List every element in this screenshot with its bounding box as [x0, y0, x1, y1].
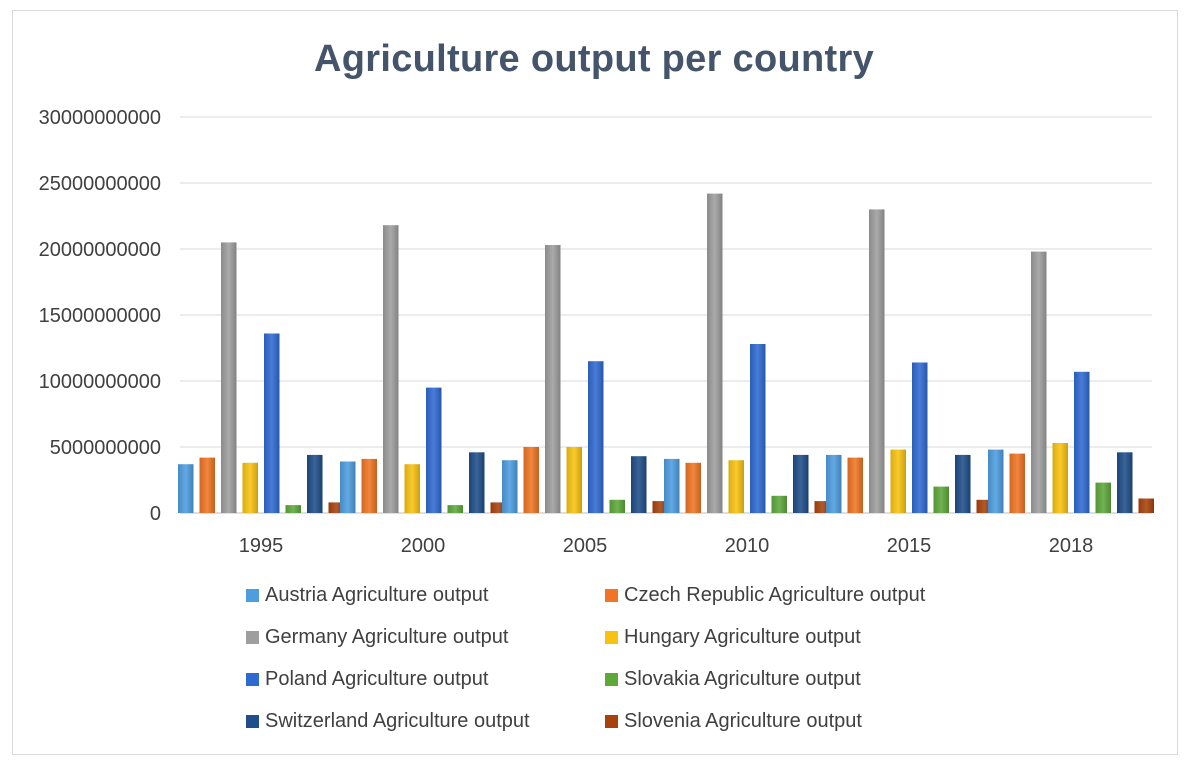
bar: [588, 361, 604, 513]
bar: [502, 460, 518, 513]
bar: [523, 447, 539, 513]
bar: [890, 449, 906, 513]
bar: [404, 464, 420, 513]
bar: [490, 502, 506, 513]
x-axis-ticks: 1995 2000 2005 2010 2015 2018: [239, 535, 1094, 557]
x-tick-label: 2015: [887, 535, 932, 557]
bar: [1074, 371, 1090, 513]
bar: [447, 505, 463, 513]
y-tick-label: 5000000000: [50, 437, 161, 459]
bar: [631, 456, 647, 513]
bar: [826, 454, 842, 513]
x-tick-label: 1995: [239, 535, 284, 557]
bar: [1117, 452, 1133, 513]
bar: [221, 242, 237, 513]
gridlines: [180, 116, 1152, 514]
y-tick-label: 30000000000: [39, 107, 161, 129]
bar: [307, 454, 323, 513]
bar: [652, 501, 668, 513]
bar: [285, 505, 301, 513]
y-axis-ticks: 0 5000000000 10000000000 15000000000 2000000…: [39, 107, 161, 525]
bar: [545, 245, 561, 513]
y-tick-label: 25000000000: [39, 173, 161, 195]
bar: [1052, 443, 1068, 513]
bar: [566, 447, 582, 513]
bar: [869, 209, 885, 513]
bar: [199, 457, 215, 513]
y-tick-label: 15000000000: [39, 305, 161, 327]
bar: [1009, 453, 1025, 513]
bar: [685, 462, 701, 513]
bar: [988, 449, 1004, 513]
y-tick-label: 10000000000: [39, 371, 161, 393]
bar: [847, 457, 863, 513]
bar: [955, 454, 971, 513]
bar: [1095, 482, 1111, 513]
bar: [1138, 498, 1154, 513]
bar: [912, 362, 928, 513]
bar: [242, 462, 258, 513]
x-tick-label: 2005: [563, 535, 608, 557]
bar: [933, 486, 949, 513]
y-tick-label: 20000000000: [39, 239, 161, 261]
bar: [750, 344, 766, 513]
bar: [771, 495, 787, 513]
bar: [178, 464, 194, 513]
bar: [707, 193, 723, 513]
x-tick-label: 2000: [401, 535, 446, 557]
bar: [793, 454, 809, 513]
y-tick-label: 0: [150, 503, 161, 525]
bar: [814, 501, 830, 513]
bar: [340, 461, 356, 513]
bar: [264, 333, 280, 513]
bar: [361, 458, 377, 513]
chart-title: Agriculture output per country: [314, 38, 874, 80]
bar: [728, 460, 744, 513]
bar: [328, 502, 344, 513]
x-tick-label: 2010: [725, 535, 770, 557]
bar: [383, 225, 399, 513]
bar: [469, 452, 485, 513]
bar: [1031, 251, 1047, 513]
bars: [178, 193, 1154, 513]
bar: [664, 458, 680, 513]
bar: [609, 499, 625, 513]
x-tick-label: 2018: [1049, 535, 1094, 557]
bar: [426, 387, 442, 513]
